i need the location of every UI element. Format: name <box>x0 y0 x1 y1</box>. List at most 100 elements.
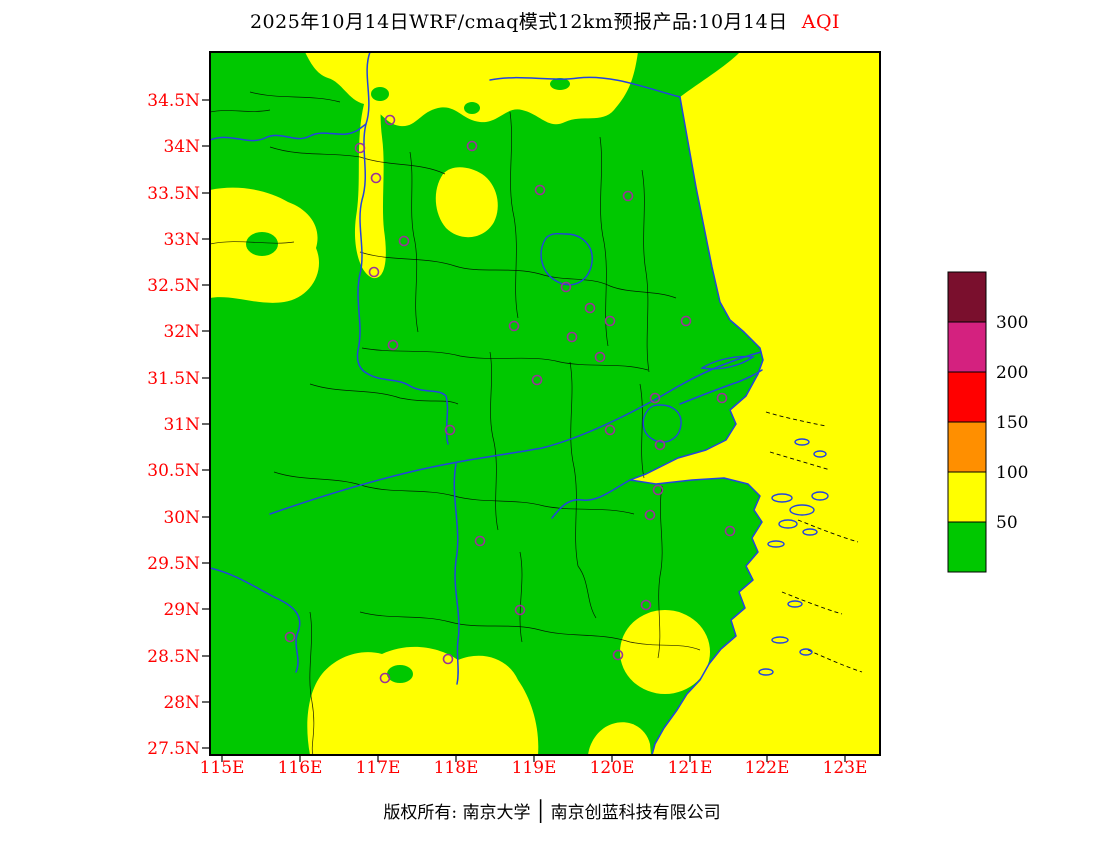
city-boundary-line <box>539 273 677 299</box>
zhejiang-west-border-line <box>453 463 460 685</box>
offshore-dashed-routes <box>765 411 863 673</box>
y-axis-tick-label: 32.5N <box>147 276 200 296</box>
station-marker <box>384 114 396 126</box>
x-axis-tick-label: 117E <box>356 758 401 778</box>
city-boundary-line <box>269 146 361 158</box>
aqi-moderate-region-117e-strip <box>354 104 386 279</box>
island-outline <box>789 504 815 516</box>
good-aqi-patches <box>246 78 570 683</box>
city-boundary-line <box>569 361 579 567</box>
city-boundary-line <box>309 383 459 405</box>
aqi-legend: 300 200 150 100 50 <box>947 271 1028 573</box>
island-outline <box>813 450 827 458</box>
legend-value-label: 150 <box>996 413 1028 433</box>
hongze-lake <box>540 232 593 286</box>
station-marker <box>640 599 652 611</box>
city-boundary-line <box>210 241 295 245</box>
y-axis-tick-label: 31.5N <box>147 369 200 389</box>
station-marker <box>584 302 596 314</box>
station-marker <box>652 484 664 496</box>
x-axis-tick-label: 118E <box>434 758 479 778</box>
y-axis-tick-label: 27.5N <box>147 739 200 759</box>
anhui-jiangsu-border-line <box>356 52 449 445</box>
city-boundary-line <box>361 347 561 363</box>
station-marker <box>724 525 736 537</box>
footer-copyright: 版权所有: 南京大学 │ 南京创蓝科技有限公司 <box>383 799 720 823</box>
x-axis-tick-label: 119E <box>512 758 557 778</box>
station-marker <box>398 235 410 247</box>
station-marker <box>716 392 728 404</box>
city-boundary-line <box>359 611 541 631</box>
station-marker <box>466 140 478 152</box>
x-axis-tick-label: 122E <box>745 758 790 778</box>
good-aqi-patch <box>387 665 413 683</box>
city-boundary-line <box>309 611 315 755</box>
y-axis-tick-label: 30.5N <box>147 461 200 481</box>
station-marker <box>560 281 572 293</box>
station-marker <box>368 266 380 278</box>
y-axis-tick-label: 33N <box>163 230 200 250</box>
y-axis-tick-label: 32N <box>163 322 200 342</box>
y-axis-tick-label: 34N <box>163 137 200 157</box>
aqi-moderate-region-118e-patch <box>435 167 498 238</box>
moderate-aqi-regions <box>210 52 880 755</box>
aqi-moderate-region-southeast-blob <box>620 610 710 694</box>
city-boundary-line <box>453 495 635 515</box>
taihu-lake <box>642 404 682 443</box>
y-axis-tick-label: 30N <box>163 508 200 528</box>
water-and-province-boundaries <box>210 52 829 755</box>
station-marker <box>622 190 634 202</box>
aqi-moderate-region-east-sea <box>630 52 880 755</box>
southwest-border-line <box>210 567 301 673</box>
x-axis-tick-label: 121E <box>668 758 713 778</box>
station-marker <box>534 184 546 196</box>
city-boundary-line <box>210 109 271 113</box>
aqi-moderate-region-southwest-blob <box>307 646 539 755</box>
station-marker <box>474 535 486 547</box>
city-boundary-line <box>359 251 541 275</box>
island-outline <box>778 519 798 529</box>
yangtze-south-bank <box>679 369 763 405</box>
station-marker <box>514 604 526 616</box>
island-outline <box>802 528 818 536</box>
city-boundary-line <box>657 485 663 659</box>
station-marker <box>444 424 456 436</box>
station-marker <box>649 392 661 404</box>
legend-swatch <box>947 471 987 523</box>
y-axis-tick-label: 28.5N <box>147 647 200 667</box>
city-boundary-line <box>273 471 455 497</box>
dashed-route-line <box>797 519 859 543</box>
station-marker <box>354 142 366 154</box>
legend-swatch <box>947 321 987 373</box>
island-outline <box>811 491 829 501</box>
legend-swatch <box>947 521 987 573</box>
city-boundary-line <box>577 565 597 619</box>
city-boundary-line <box>489 351 499 531</box>
dashed-route-line <box>807 649 863 673</box>
island-outline <box>787 600 803 608</box>
legend-value-label: 300 <box>996 313 1028 333</box>
footer-right-text: 南京创蓝科技有限公司 <box>551 803 721 823</box>
footer-left-text: 版权所有: 南京大学 <box>383 803 530 823</box>
y-axis-tick-label: 31N <box>163 415 200 435</box>
legend-value-label: 200 <box>996 363 1028 383</box>
city-boundary-line <box>249 91 341 103</box>
city-boundary-line <box>641 169 650 373</box>
chart-title: 2025年10月14日WRF/cmaq模式12km预报产品:10月14日 AQI <box>250 11 840 33</box>
station-marker <box>508 320 520 332</box>
station-marker <box>654 439 666 451</box>
station-marker <box>442 653 454 665</box>
city-boundary-line <box>599 136 609 347</box>
station-marker <box>284 631 296 643</box>
x-axis-tick-label: 123E <box>823 758 868 778</box>
legend-swatch <box>947 371 987 423</box>
y-axis-tick-label: 28N <box>163 693 200 713</box>
legend-swatch <box>947 421 987 473</box>
x-axis-tick-label: 115E <box>200 758 245 778</box>
island-outline <box>771 636 789 644</box>
map-border <box>209 51 881 756</box>
station-marker <box>604 315 616 327</box>
good-aqi-patch <box>464 102 480 114</box>
city-boundary-line <box>519 551 523 643</box>
